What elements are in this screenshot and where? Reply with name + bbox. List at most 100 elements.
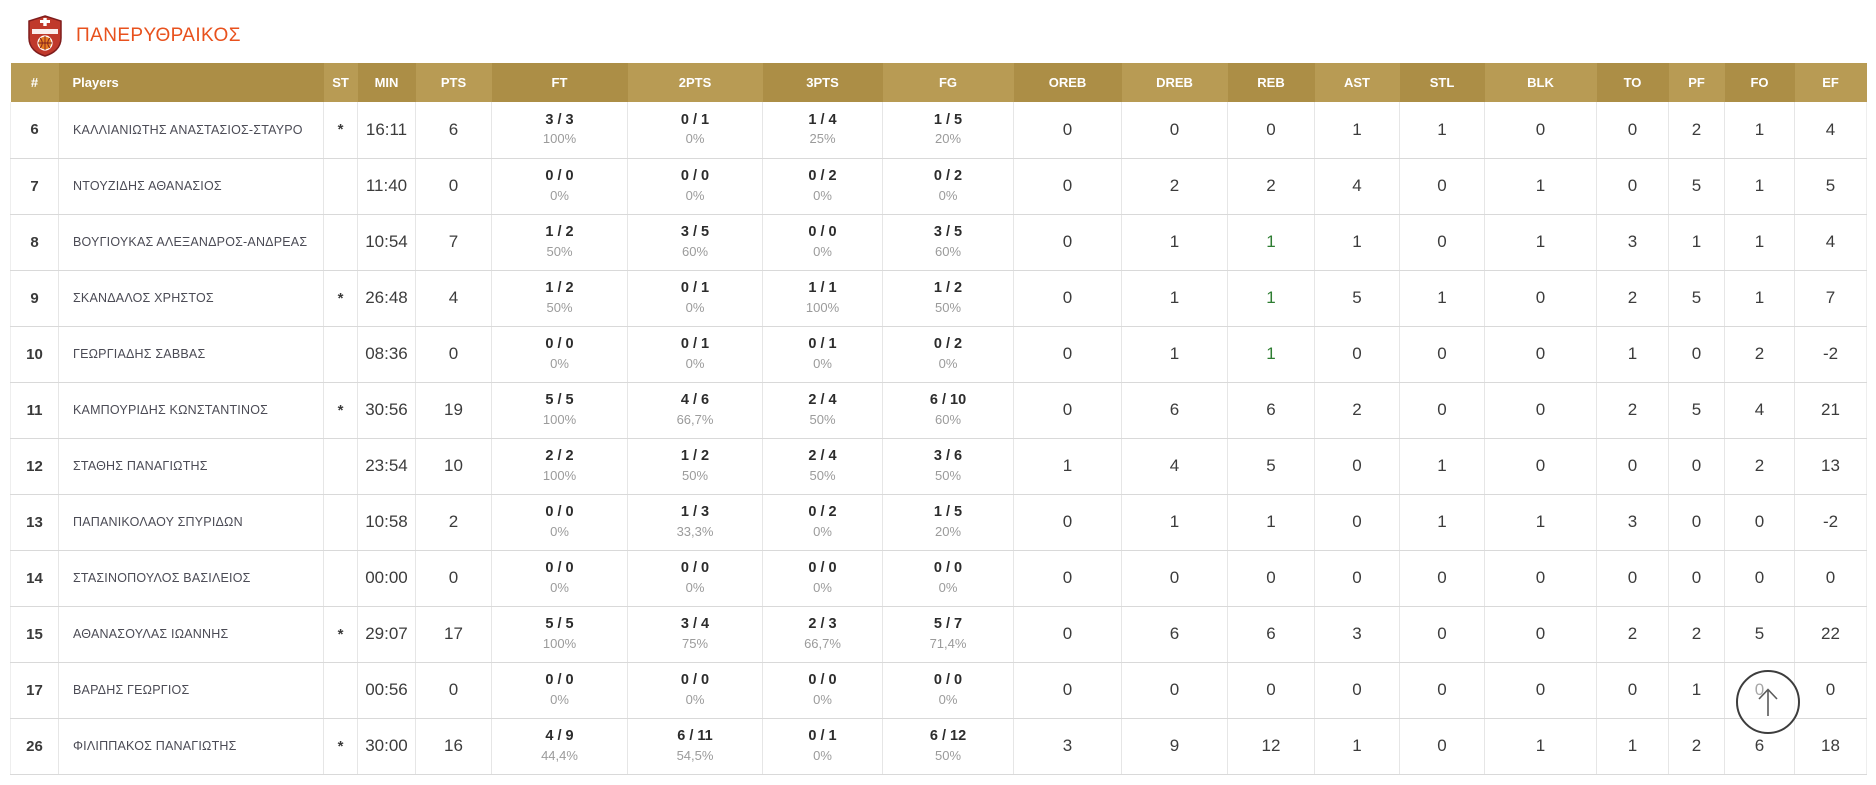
made-attempted: 0 / 0 bbox=[545, 672, 574, 689]
minutes-cell: 16:11 bbox=[357, 102, 416, 159]
minutes-cell: 08:36 bbox=[357, 326, 416, 383]
player-name-cell: ΑΘΑΝΑΣΟΥΛΑΣ ΙΩΑΝΝΗΣ bbox=[58, 606, 324, 663]
column-header-min: MIN bbox=[357, 63, 416, 102]
player-row: 9 ΣΚΑΝΔΑΛΟΣ ΧΡΗΣΤΟΣ * 26:48 4 1 / 2 50% 0 / 1 0%… bbox=[10, 270, 1867, 327]
shooting-percentage: 50% bbox=[546, 243, 573, 259]
made-attempted: 0 / 1 bbox=[680, 336, 710, 353]
stat-cell-pf: 0 bbox=[1668, 438, 1725, 495]
made-attempted: 0 / 2 bbox=[808, 168, 837, 185]
minutes-cell: 30:56 bbox=[357, 382, 416, 439]
stat-cell-blk: 0 bbox=[1484, 438, 1597, 495]
points-cell: 0 bbox=[415, 158, 492, 215]
shooting-percentage: 54,5% bbox=[676, 747, 714, 763]
scroll-to-top-button[interactable] bbox=[1736, 670, 1800, 734]
stat-cell-fo: 0 bbox=[1724, 494, 1795, 551]
starter-cell: * bbox=[323, 718, 358, 775]
stat-cell-fg: 1 / 5 20% bbox=[882, 102, 1014, 159]
stat-cell-p2: 0 / 0 0% bbox=[627, 550, 763, 607]
stat-cell-ast: 2 bbox=[1314, 382, 1400, 439]
column-header-fo: FO bbox=[1724, 63, 1795, 102]
shooting-percentage: 50% bbox=[681, 467, 709, 483]
stat-cell-fo: 1 bbox=[1724, 214, 1795, 271]
stat-cell-ef: 13 bbox=[1794, 438, 1867, 495]
starter-cell: * bbox=[323, 102, 358, 159]
minutes-cell: 26:48 bbox=[357, 270, 416, 327]
stat-cell-p2: 4 / 6 66,7% bbox=[627, 382, 763, 439]
shooting-percentage: 100% bbox=[542, 467, 577, 483]
points-cell: 0 bbox=[415, 326, 492, 383]
column-header-ef: EF bbox=[1794, 63, 1867, 102]
player-row: 26 ΦΙΛΙΠΠΑΚΟΣ ΠΑΝΑΓΙΩΤΗΣ * 30:00 16 4 / 9 44,4… bbox=[10, 718, 1867, 775]
stat-cell-to: 2 bbox=[1596, 606, 1669, 663]
stat-cell-reb: 6 bbox=[1227, 382, 1315, 439]
made-attempted: 0 / 0 bbox=[680, 672, 710, 689]
made-attempted: 6 / 11 bbox=[677, 728, 713, 745]
stat-cell-reb: 6 bbox=[1227, 606, 1315, 663]
made-attempted: 0 / 0 bbox=[545, 168, 574, 185]
points-cell: 16 bbox=[415, 718, 492, 775]
made-attempted: 1 / 3 bbox=[680, 504, 710, 521]
stat-cell-fo: 0 bbox=[1724, 550, 1795, 607]
stat-cell-ef: 4 bbox=[1794, 214, 1867, 271]
stat-cell-ast: 0 bbox=[1314, 494, 1400, 551]
stat-cell-pf: 1 bbox=[1668, 662, 1725, 719]
stat-cell-p3: 0 / 2 0% bbox=[762, 494, 883, 551]
column-header-dreb: DREB bbox=[1121, 63, 1228, 102]
made-attempted: 0 / 1 bbox=[680, 112, 710, 129]
made-attempted: 1 / 2 bbox=[933, 280, 963, 297]
made-attempted: 3 / 5 bbox=[933, 224, 963, 241]
stat-cell-fg: 0 / 2 0% bbox=[882, 158, 1014, 215]
stat-cell-fg: 0 / 0 0% bbox=[882, 662, 1014, 719]
shooting-percentage: 0% bbox=[550, 579, 569, 595]
stat-cell-p2: 0 / 1 0% bbox=[627, 102, 763, 159]
stat-cell-fg: 3 / 5 60% bbox=[882, 214, 1014, 271]
made-attempted: 5 / 5 bbox=[545, 616, 574, 633]
jersey-number-cell: 11 bbox=[10, 382, 59, 439]
team-header: ΠΑΝΕΡΥΘΡΑΙΚΟΣ bbox=[0, 0, 1876, 63]
stat-cell-p2: 0 / 1 0% bbox=[627, 270, 763, 327]
stat-cell-stl: 0 bbox=[1399, 718, 1485, 775]
starter-cell bbox=[323, 550, 358, 607]
stat-cell-stl: 0 bbox=[1399, 550, 1485, 607]
stat-cell-oreb: 0 bbox=[1013, 662, 1122, 719]
shooting-percentage: 50% bbox=[809, 467, 836, 483]
stat-cell-dreb: 6 bbox=[1121, 382, 1228, 439]
stat-cell-ef: 0 bbox=[1794, 662, 1867, 719]
stat-cell-reb: 1 bbox=[1227, 326, 1315, 383]
made-attempted: 3 / 4 bbox=[680, 616, 710, 633]
stat-cell-to: 1 bbox=[1596, 326, 1669, 383]
stat-cell-stl: 1 bbox=[1399, 438, 1485, 495]
player-name-cell: ΒΑΡΔΗΣ ΓΕΩΡΓΙΟΣ bbox=[58, 662, 324, 719]
minutes-cell: 00:00 bbox=[357, 550, 416, 607]
column-header-2pts: 2PTS bbox=[627, 63, 763, 102]
stat-cell-oreb: 0 bbox=[1013, 214, 1122, 271]
stat-cell-p2: 0 / 0 0% bbox=[627, 158, 763, 215]
stat-cell-stl: 0 bbox=[1399, 214, 1485, 271]
points-cell: 4 bbox=[415, 270, 492, 327]
shooting-percentage: 0% bbox=[685, 355, 705, 371]
made-attempted: 1 / 4 bbox=[808, 112, 837, 129]
shooting-percentage: 50% bbox=[809, 411, 836, 427]
stat-cell-stl: 1 bbox=[1399, 270, 1485, 327]
team-logo-icon bbox=[28, 14, 62, 57]
shooting-percentage: 50% bbox=[934, 747, 962, 763]
player-name-cell: ΓΕΩΡΓΙΑΔΗΣ ΣΑΒΒΑΣ bbox=[58, 326, 324, 383]
stat-cell-oreb: 0 bbox=[1013, 326, 1122, 383]
stat-cell-ft: 0 / 0 0% bbox=[491, 494, 628, 551]
team-name: ΠΑΝΕΡΥΘΡΑΙΚΟΣ bbox=[76, 24, 241, 46]
made-attempted: 0 / 0 bbox=[808, 672, 837, 689]
shooting-percentage: 0% bbox=[938, 355, 958, 371]
stat-cell-fg: 0 / 2 0% bbox=[882, 326, 1014, 383]
stat-cell-pf: 0 bbox=[1668, 326, 1725, 383]
stat-cell-p2: 0 / 1 0% bbox=[627, 326, 763, 383]
stat-cell-stl: 1 bbox=[1399, 494, 1485, 551]
column-header-pts: PTS bbox=[415, 63, 492, 102]
shooting-percentage: 33,3% bbox=[676, 523, 714, 539]
stat-cell-to: 0 bbox=[1596, 550, 1669, 607]
shooting-percentage: 100% bbox=[542, 411, 577, 427]
made-attempted: 3 / 5 bbox=[680, 224, 710, 241]
minutes-cell: 29:07 bbox=[357, 606, 416, 663]
starter-cell bbox=[323, 662, 358, 719]
starter-cell bbox=[323, 158, 358, 215]
starter-cell: * bbox=[323, 270, 358, 327]
